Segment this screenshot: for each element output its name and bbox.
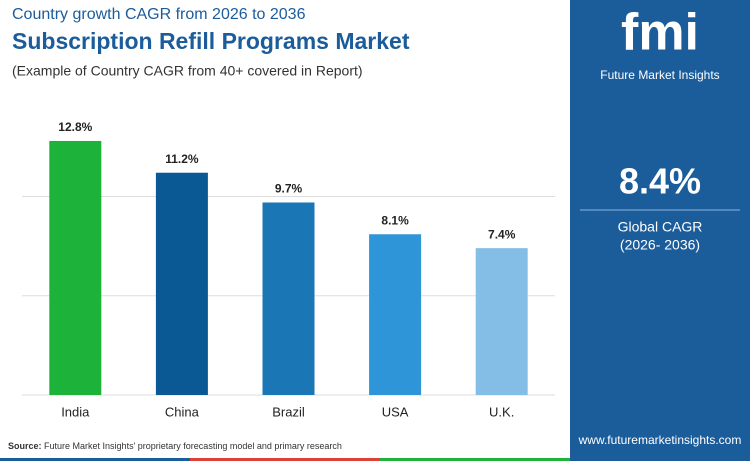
source-label: Source:	[8, 441, 42, 451]
bar	[475, 248, 528, 395]
data-label: 11.2%	[165, 152, 199, 166]
cagr-label: Global CAGR	[618, 219, 703, 235]
bar	[49, 140, 102, 395]
chart-title: Subscription Refill Programs Market	[12, 28, 410, 54]
bar	[369, 234, 422, 395]
x-tick-label: China	[165, 404, 200, 419]
footer-strip	[380, 458, 570, 461]
chart-subtitle-top: Country growth CAGR from 2026 to 2036	[12, 6, 306, 23]
footer-strip	[0, 458, 190, 461]
brand: Future Market Insights	[600, 68, 719, 82]
side-panel	[570, 0, 750, 461]
data-label: 8.1%	[381, 213, 409, 227]
chart-subtitle: (Example of Country CAGR from 40+ covere…	[12, 63, 363, 79]
bar	[262, 202, 315, 395]
data-label: 9.7%	[275, 182, 303, 196]
cagr-value: 8.4%	[619, 161, 701, 202]
x-tick-label: India	[61, 404, 90, 419]
logo: fmi	[621, 4, 699, 62]
footer: Source: Future Market Insights' propriet…	[8, 441, 342, 451]
website: www.futuremarketinsights.com	[578, 433, 742, 447]
x-tick-label: Brazil	[272, 404, 305, 419]
bar	[155, 172, 208, 395]
source-text: Future Market Insights' proprietary fore…	[44, 441, 342, 451]
x-tick-label: U.K.	[489, 404, 514, 419]
data-label: 12.8%	[58, 120, 92, 134]
cagr-period: (2026- 2036)	[620, 237, 700, 253]
data-label: 7.4%	[488, 227, 516, 241]
footer-strip	[190, 458, 380, 461]
x-tick-label: USA	[382, 404, 409, 419]
